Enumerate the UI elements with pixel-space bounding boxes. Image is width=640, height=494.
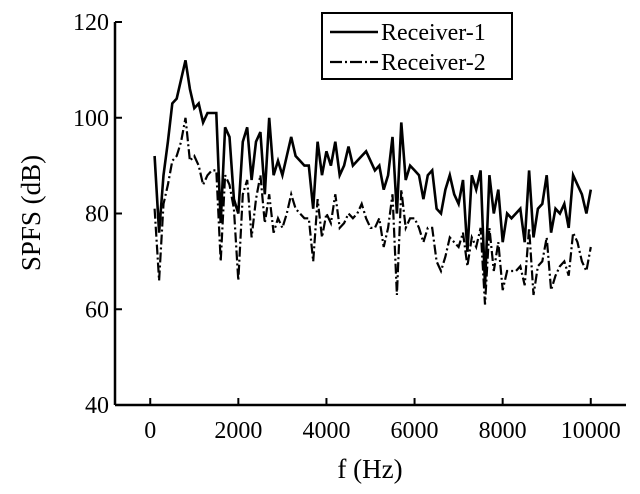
x-axis-title: f (Hz) (337, 454, 402, 484)
x-ticks: 0 2000 4000 6000 8000 10000 (144, 398, 621, 444)
legend-box (321, 12, 513, 80)
x-tick-label: 0 (144, 418, 156, 444)
y-tick-label: 80 (85, 202, 109, 228)
series-layer (153, 60, 593, 305)
x-tick-label: 2000 (214, 418, 262, 444)
x-tick-label: 4000 (302, 418, 350, 444)
legend-label-receiver-2: Receiver-2 (381, 50, 486, 76)
x-tick-label: 8000 (479, 418, 527, 444)
y-ticks: 40 60 80 100 120 (73, 10, 122, 419)
x-tick-label: 10000 (561, 418, 621, 444)
series-line-receiver-2 (153, 117, 592, 305)
x-tick-label: 6000 (391, 418, 439, 444)
legend-label-receiver-1: Receiver-1 (381, 20, 486, 46)
series-line-receiver-1 (153, 60, 593, 286)
legend: Receiver-1 Receiver-2 (321, 12, 513, 80)
y-axis-title: SPFS (dB) (16, 155, 46, 271)
y-tick-label: 120 (73, 10, 109, 36)
y-tick-label: 40 (85, 393, 109, 419)
y-tick-label: 100 (73, 106, 109, 132)
y-tick-label: 60 (85, 297, 109, 323)
